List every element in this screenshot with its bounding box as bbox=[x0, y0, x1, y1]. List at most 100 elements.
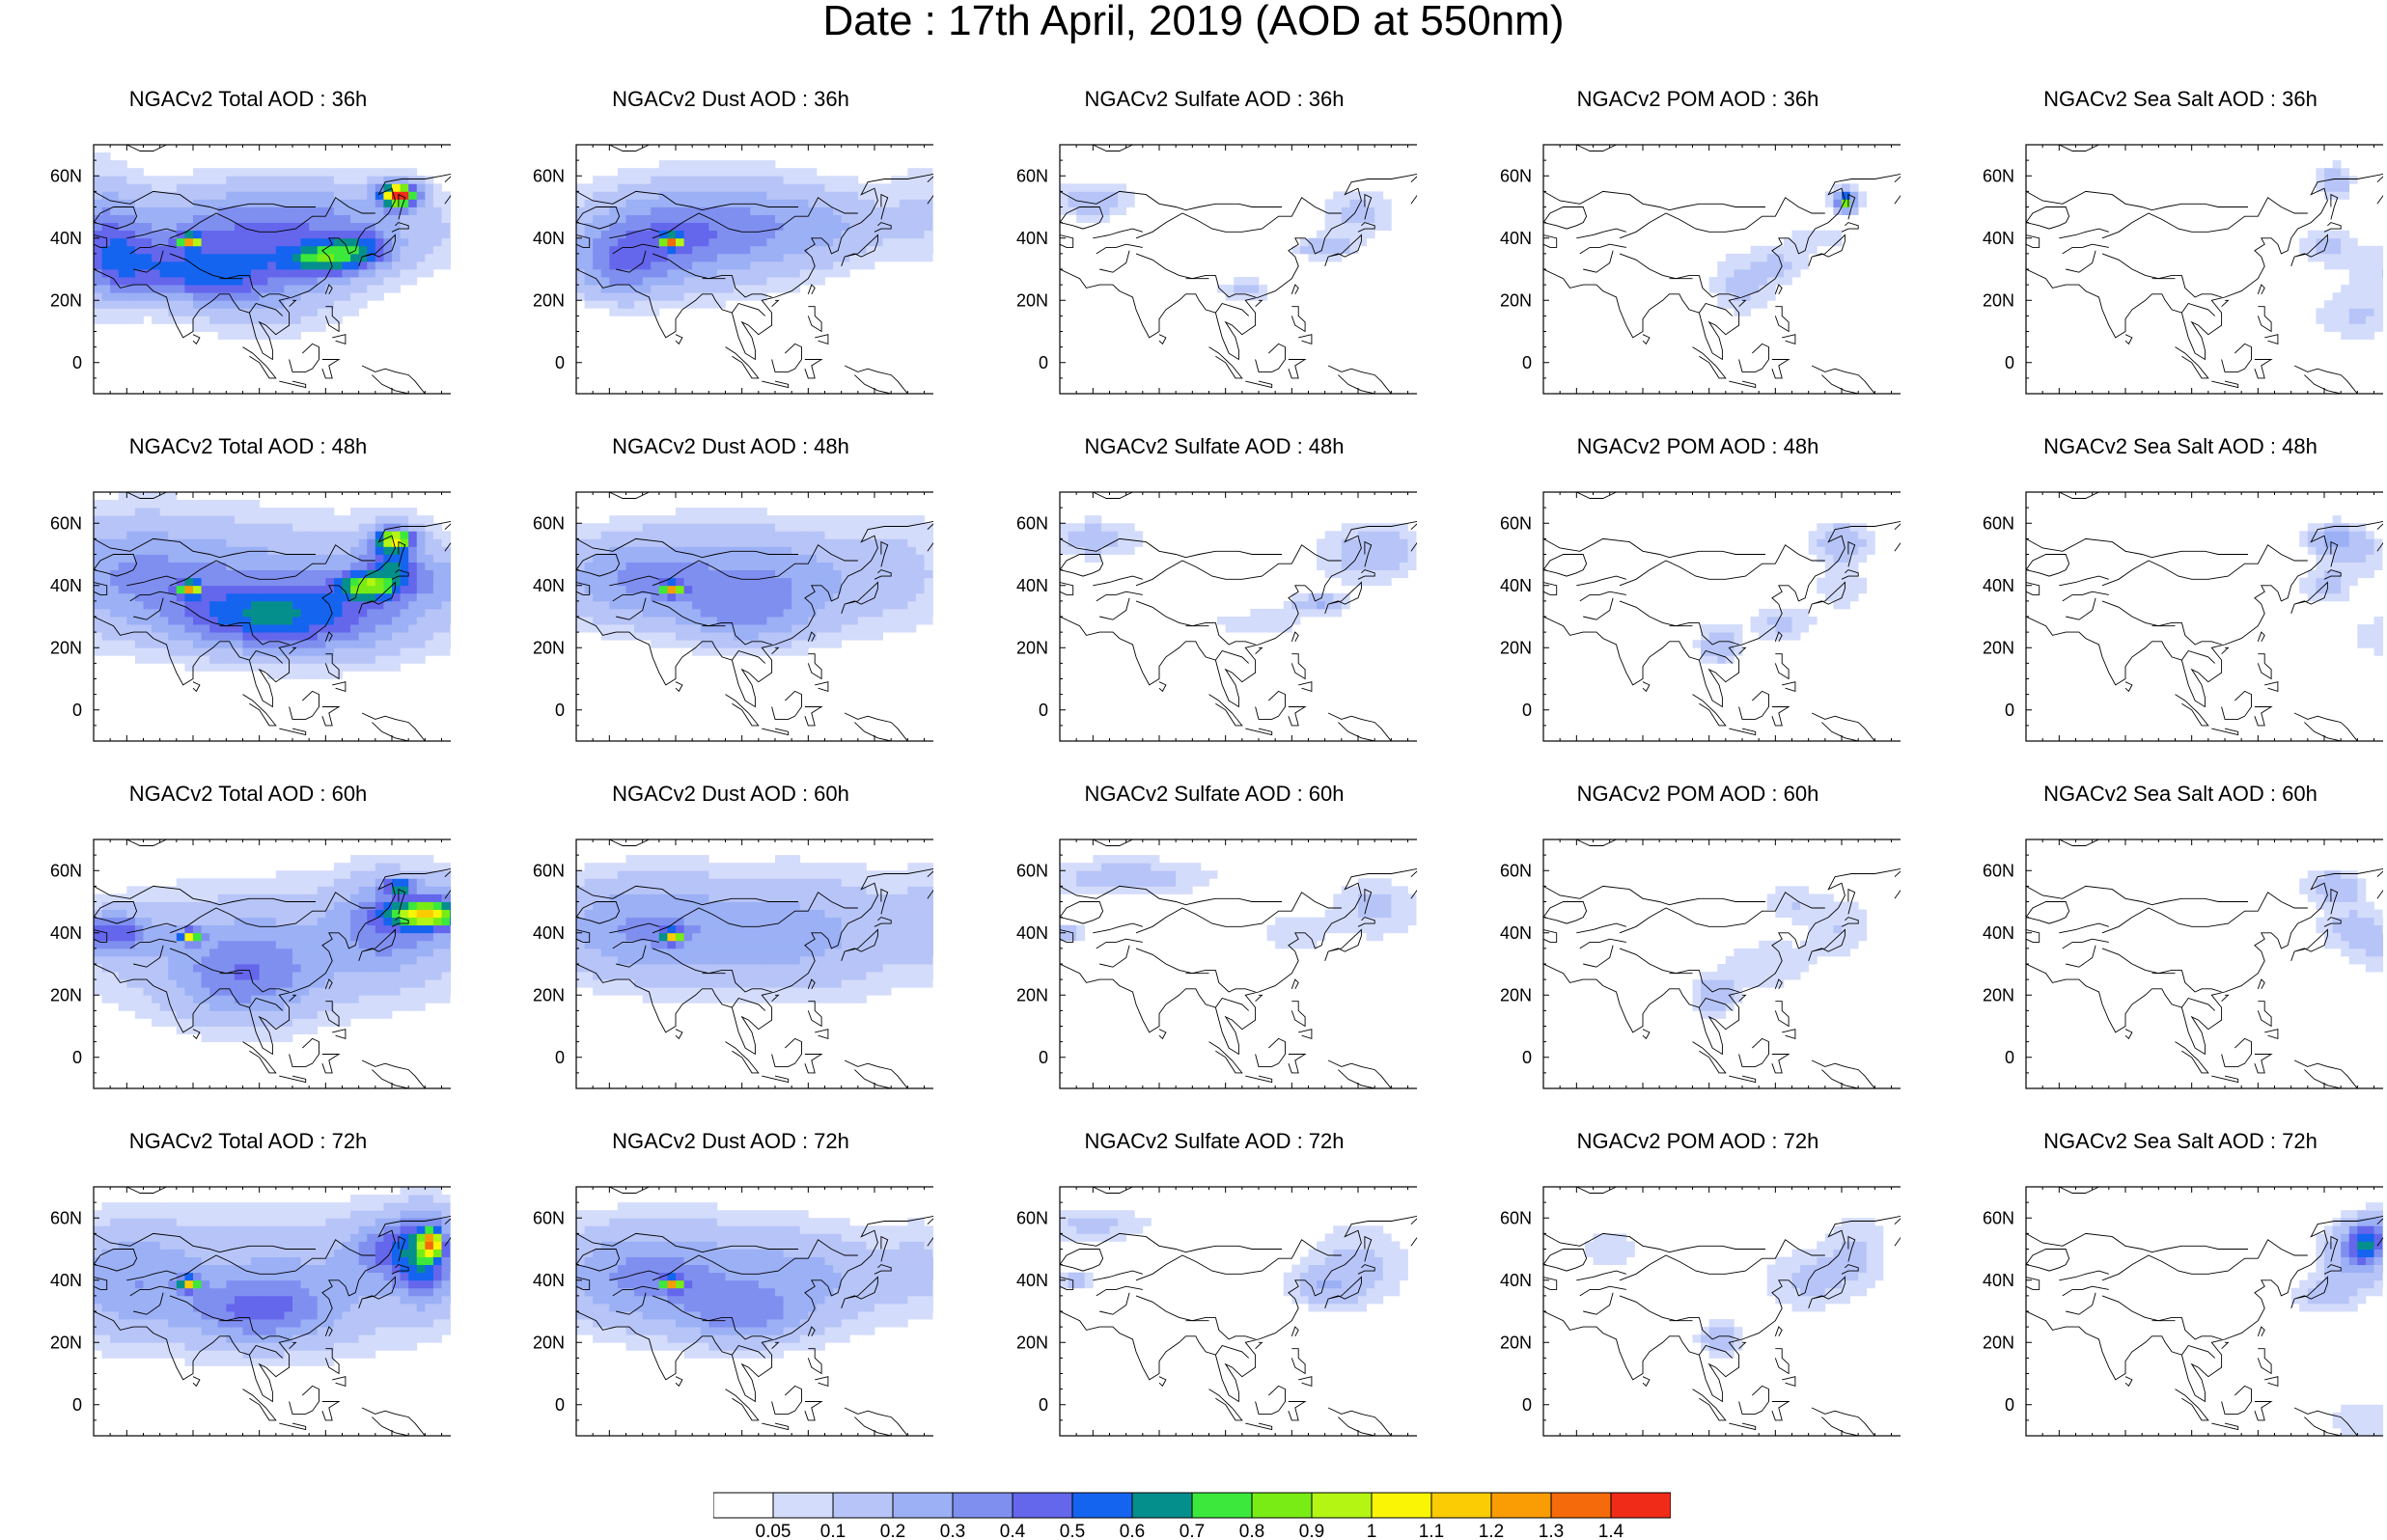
y-tick-label: 60N bbox=[1500, 1208, 1532, 1227]
x-tick-label: 160E bbox=[2371, 1445, 2383, 1447]
x-tick-label: 160E bbox=[438, 1445, 451, 1447]
map-plot: 60E 80E 100E 120E 140E 160E 60N 40N 20N 0 bbox=[1012, 463, 1417, 753]
x-tick-label: 140E bbox=[1821, 1445, 1862, 1447]
x-tick-label: 100E bbox=[1689, 403, 1730, 405]
x-tick-label: 80E bbox=[178, 403, 208, 405]
x-tick-label: 160E bbox=[1404, 751, 1417, 753]
y-tick-label: 0 bbox=[1039, 701, 1048, 720]
panel-title: NGACv2 POM AOD : 72h bbox=[1576, 1129, 1819, 1153]
y-tick-label: 60N bbox=[533, 513, 565, 533]
colorbar-label: 0.05 bbox=[756, 1522, 791, 1540]
x-tick-label: 60E bbox=[2043, 403, 2074, 405]
y-tick-label: 60N bbox=[533, 1208, 565, 1227]
y-tick-label: 60N bbox=[1983, 861, 2014, 880]
y-tick-label: 20N bbox=[1500, 290, 1532, 310]
map-svg: 60E 80E 100E 120E 140E 160E 60N 40N 20N 0 bbox=[50, 839, 451, 1100]
x-tick-label: 120E bbox=[1271, 1098, 1312, 1100]
y-tick-label: 60N bbox=[50, 166, 82, 185]
colorbar-swatch bbox=[892, 1492, 954, 1519]
x-tick-label: 160E bbox=[921, 1098, 933, 1100]
panel-title: NGACv2 Sea Salt AOD : 72h bbox=[2043, 1129, 2318, 1153]
x-tick-label: 140E bbox=[2304, 1098, 2345, 1100]
x-tick-label: 160E bbox=[1888, 1098, 1901, 1100]
y-tick-label: 40N bbox=[1983, 229, 2014, 248]
y-tick-label: 0 bbox=[1039, 1048, 1048, 1067]
panel-title: NGACv2 Sea Salt AOD : 60h bbox=[2043, 782, 2318, 806]
y-tick-label: 20N bbox=[1016, 290, 1048, 310]
y-tick-label: 40N bbox=[1983, 1271, 2014, 1290]
x-tick-label: 160E bbox=[2371, 1098, 2383, 1100]
x-tick-label: 60E bbox=[594, 1445, 625, 1447]
x-tick-label: 80E bbox=[1627, 1098, 1658, 1100]
map-svg: 60E 80E 100E 120E 140E 160E 60N 40N 20N 0 bbox=[50, 491, 451, 753]
y-tick-label: 0 bbox=[72, 701, 82, 720]
x-tick-label: 140E bbox=[1338, 1098, 1378, 1100]
y-tick-label: 0 bbox=[555, 701, 565, 720]
y-tick-label: 0 bbox=[555, 1395, 565, 1415]
y-tick-label: 20N bbox=[533, 985, 565, 1004]
map-plot: 60E 80E 100E 120E 140E 160E 60N 40N 20N 0 bbox=[45, 463, 451, 753]
map-panel-pom-2: NGACv2 POM AOD : 60h 60E 80E 100E 120E 140E 16… bbox=[1495, 782, 1901, 1100]
map-plot: 60E 80E 100E 120E 140E 160E 60N 40N 20N 0 bbox=[1495, 1158, 1901, 1447]
x-tick-label: 80E bbox=[2110, 1098, 2141, 1100]
map-panel-pom-1: NGACv2 POM AOD : 48h 60E 80E 100E 120E 140E 16… bbox=[1495, 434, 1901, 753]
x-tick-label: 140E bbox=[372, 1098, 412, 1100]
map-panel-total-3: NGACv2 Total AOD : 72h 60E 80E 100E 120E 140E… bbox=[45, 1129, 451, 1447]
colorbar-swatch bbox=[832, 1492, 894, 1519]
x-tick-label: 100E bbox=[1206, 403, 1246, 405]
colorbar-label: 1.4 bbox=[1598, 1522, 1624, 1540]
x-tick-label: 120E bbox=[1755, 751, 1795, 753]
map-panel-dust-1: NGACv2 Dust AOD : 48h 60E 80E 100E 120E 140E 1… bbox=[528, 434, 933, 753]
x-tick-label: 120E bbox=[305, 403, 346, 405]
map-plot: 60E 80E 100E 120E 140E 160E 60N 40N 20N 0 bbox=[1012, 116, 1417, 405]
x-tick-label: 120E bbox=[1271, 751, 1312, 753]
panel-title: NGACv2 POM AOD : 48h bbox=[1576, 434, 1819, 458]
colorbar-label: 0.5 bbox=[1060, 1522, 1085, 1540]
y-tick-label: 40N bbox=[1016, 576, 1048, 595]
map-plot: 60E 80E 100E 120E 140E 160E 60N 40N 20N 0 bbox=[528, 463, 933, 753]
y-tick-label: 60N bbox=[1016, 166, 1048, 185]
x-tick-label: 140E bbox=[1338, 403, 1378, 405]
map-panel-seasalt-0: NGACv2 Sea Salt AOD : 36h 60E 80E 100E 120E 1… bbox=[1978, 87, 2383, 405]
x-tick-label: 140E bbox=[854, 751, 895, 753]
map-svg: 60E 80E 100E 120E 140E 160E 60N 40N 20N 0 bbox=[1500, 839, 1901, 1100]
x-tick-label: 60E bbox=[1077, 1445, 1108, 1447]
colorbar-label: 0.2 bbox=[880, 1522, 905, 1540]
y-tick-label: 40N bbox=[50, 229, 82, 248]
x-tick-label: 100E bbox=[239, 751, 280, 753]
colorbar-swatch bbox=[1610, 1492, 1671, 1519]
x-tick-label: 60E bbox=[1561, 751, 1592, 753]
colorbar-swatch bbox=[1430, 1492, 1492, 1519]
panel-title: NGACv2 POM AOD : 36h bbox=[1576, 87, 1819, 111]
colorbar: 0.05 0.1 0.2 0.3 0.4 0.5 0.6 0.7 0.8 0.9 1 1.1 1.2 1.… bbox=[713, 1492, 1671, 1540]
x-tick-label: 60E bbox=[1561, 1098, 1592, 1100]
x-tick-label: 60E bbox=[1077, 403, 1108, 405]
x-tick-label: 80E bbox=[1144, 1098, 1175, 1100]
x-tick-label: 60E bbox=[111, 751, 142, 753]
x-tick-label: 80E bbox=[660, 1098, 691, 1100]
panel-title: NGACv2 Sea Salt AOD : 36h bbox=[2043, 87, 2318, 111]
x-tick-label: 140E bbox=[2304, 751, 2345, 753]
x-tick-label: 80E bbox=[1144, 403, 1175, 405]
colorbar-label: 0.6 bbox=[1120, 1522, 1145, 1540]
y-tick-label: 60N bbox=[1983, 1208, 2014, 1227]
colorbar-swatch bbox=[1550, 1492, 1612, 1519]
y-tick-label: 20N bbox=[1016, 985, 1048, 1004]
x-tick-label: 60E bbox=[1561, 403, 1592, 405]
y-tick-label: 60N bbox=[533, 861, 565, 880]
y-tick-label: 60N bbox=[1016, 1208, 1048, 1227]
x-tick-label: 80E bbox=[1144, 1445, 1175, 1447]
x-tick-label: 100E bbox=[722, 403, 763, 405]
y-tick-label: 60N bbox=[1500, 513, 1532, 533]
map-panel-sulfate-2: NGACv2 Sulfate AOD : 60h 60E 80E 100E 120E 14… bbox=[1012, 782, 1417, 1100]
x-tick-label: 140E bbox=[2304, 403, 2345, 405]
x-tick-label: 60E bbox=[1077, 751, 1108, 753]
map-panel-total-2: NGACv2 Total AOD : 60h 60E 80E 100E 120E 140E… bbox=[45, 782, 451, 1100]
x-tick-label: 120E bbox=[788, 403, 828, 405]
y-tick-label: 40N bbox=[533, 576, 565, 595]
y-tick-label: 0 bbox=[1039, 1395, 1048, 1415]
x-tick-label: 60E bbox=[111, 403, 142, 405]
y-tick-label: 60N bbox=[50, 861, 82, 880]
x-tick-label: 160E bbox=[438, 751, 451, 753]
y-tick-label: 0 bbox=[2005, 1048, 2014, 1067]
